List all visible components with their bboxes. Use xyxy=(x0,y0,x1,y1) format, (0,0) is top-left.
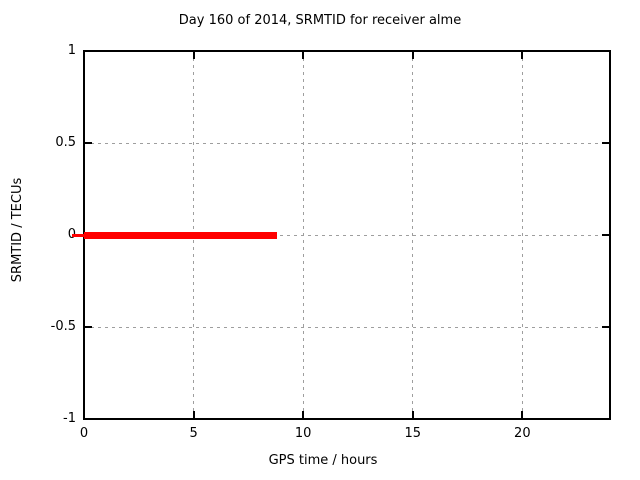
x-tick-top xyxy=(411,51,414,59)
y-tick-right xyxy=(602,234,610,236)
gridline-horizontal xyxy=(84,234,610,236)
x-tick-bottom xyxy=(302,411,305,419)
x-tick-bottom xyxy=(83,411,85,419)
x-tick-top xyxy=(83,51,85,59)
x-tick-top xyxy=(192,51,195,59)
gridline-horizontal xyxy=(84,142,610,144)
x-tick-top xyxy=(302,51,305,59)
y-tick-left xyxy=(84,418,92,420)
y-tick-left xyxy=(84,142,92,144)
series-line-srmtid xyxy=(84,231,277,239)
x-tick-bottom xyxy=(521,411,524,419)
x-tick-label: 0 xyxy=(79,426,89,441)
y-tick-right xyxy=(602,50,610,52)
y-tick-label: 0.5 xyxy=(55,135,76,150)
x-axis-label: GPS time / hours xyxy=(268,453,378,468)
series-line-overshoot xyxy=(72,233,84,237)
y-tick-left xyxy=(84,50,92,52)
x-tick-label: 5 xyxy=(189,426,198,441)
x-tick-label: 10 xyxy=(294,426,312,441)
y-tick-right xyxy=(602,418,610,420)
chart-title: Day 160 of 2014, SRMTID for receiver alm… xyxy=(178,13,462,28)
x-tick-bottom xyxy=(192,411,195,419)
y-tick-right xyxy=(602,142,610,144)
y-tick-label: 1 xyxy=(67,43,76,58)
y-tick-right xyxy=(602,326,610,328)
gridline-horizontal xyxy=(84,326,610,328)
y-tick-label: -1 xyxy=(63,411,76,426)
x-tick-top xyxy=(521,51,524,59)
y-tick-label: -0.5 xyxy=(50,319,76,334)
x-tick-label: 15 xyxy=(404,426,422,441)
x-tick-label: 20 xyxy=(514,426,531,441)
x-tick-bottom xyxy=(411,411,414,419)
y-tick-left xyxy=(84,326,92,328)
y-tick-label: 0 xyxy=(30,226,76,244)
